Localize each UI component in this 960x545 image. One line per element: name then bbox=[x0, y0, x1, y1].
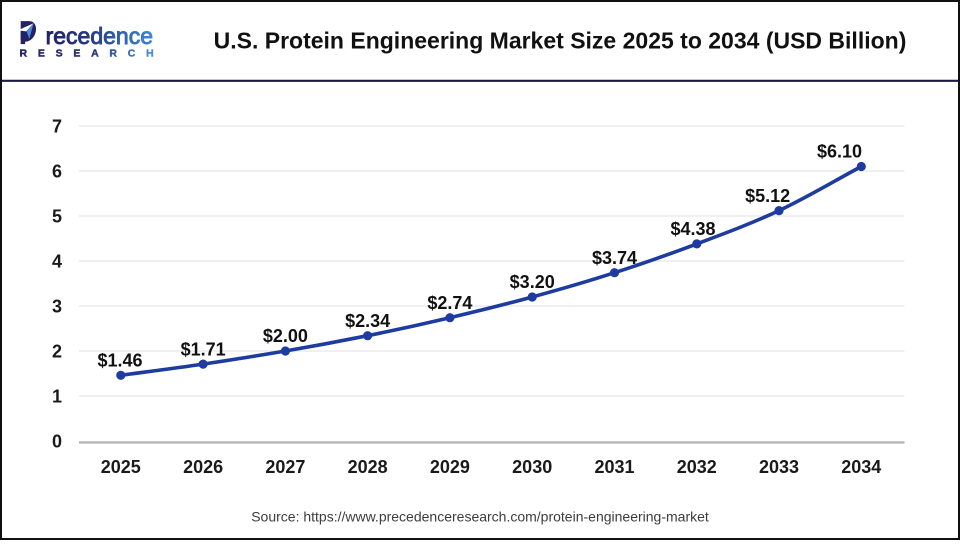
svg-text:$2.74: $2.74 bbox=[427, 293, 472, 313]
svg-text:2034: 2034 bbox=[841, 457, 881, 477]
svg-text:U.S. Protein Engineering Marke: U.S. Protein Engineering Market Size 202… bbox=[214, 28, 907, 54]
svg-text:2027: 2027 bbox=[265, 457, 305, 477]
svg-text:2: 2 bbox=[52, 341, 62, 361]
svg-text:6: 6 bbox=[52, 161, 62, 181]
svg-text:RESEARCH: RESEARCH bbox=[20, 48, 165, 60]
svg-text:2032: 2032 bbox=[677, 457, 717, 477]
svg-text:$2.34: $2.34 bbox=[345, 311, 390, 331]
svg-text:2029: 2029 bbox=[430, 457, 470, 477]
svg-text:2026: 2026 bbox=[183, 457, 223, 477]
svg-text:$4.38: $4.38 bbox=[670, 219, 715, 239]
svg-text:4: 4 bbox=[52, 251, 62, 271]
svg-text:$3.20: $3.20 bbox=[510, 272, 555, 292]
svg-text:2030: 2030 bbox=[512, 457, 552, 477]
svg-text:Source: https://www.precedence: Source: https://www.precedenceresearch.c… bbox=[251, 509, 709, 525]
svg-text:2025: 2025 bbox=[101, 457, 141, 477]
svg-text:$5.12: $5.12 bbox=[745, 186, 790, 206]
svg-text:2028: 2028 bbox=[348, 457, 388, 477]
svg-text:1: 1 bbox=[52, 386, 62, 406]
svg-text:$1.46: $1.46 bbox=[97, 351, 142, 371]
svg-text:5: 5 bbox=[52, 206, 62, 226]
svg-text:2033: 2033 bbox=[759, 457, 799, 477]
svg-text:recedence: recedence bbox=[46, 23, 153, 49]
svg-text:3: 3 bbox=[52, 296, 62, 316]
svg-text:$2.00: $2.00 bbox=[263, 326, 308, 346]
svg-text:$3.74: $3.74 bbox=[592, 248, 637, 268]
svg-text:$6.10: $6.10 bbox=[817, 142, 862, 162]
svg-text:0: 0 bbox=[52, 431, 62, 451]
svg-text:2031: 2031 bbox=[594, 457, 634, 477]
svg-text:7: 7 bbox=[52, 116, 62, 136]
svg-text:$1.71: $1.71 bbox=[181, 339, 226, 359]
